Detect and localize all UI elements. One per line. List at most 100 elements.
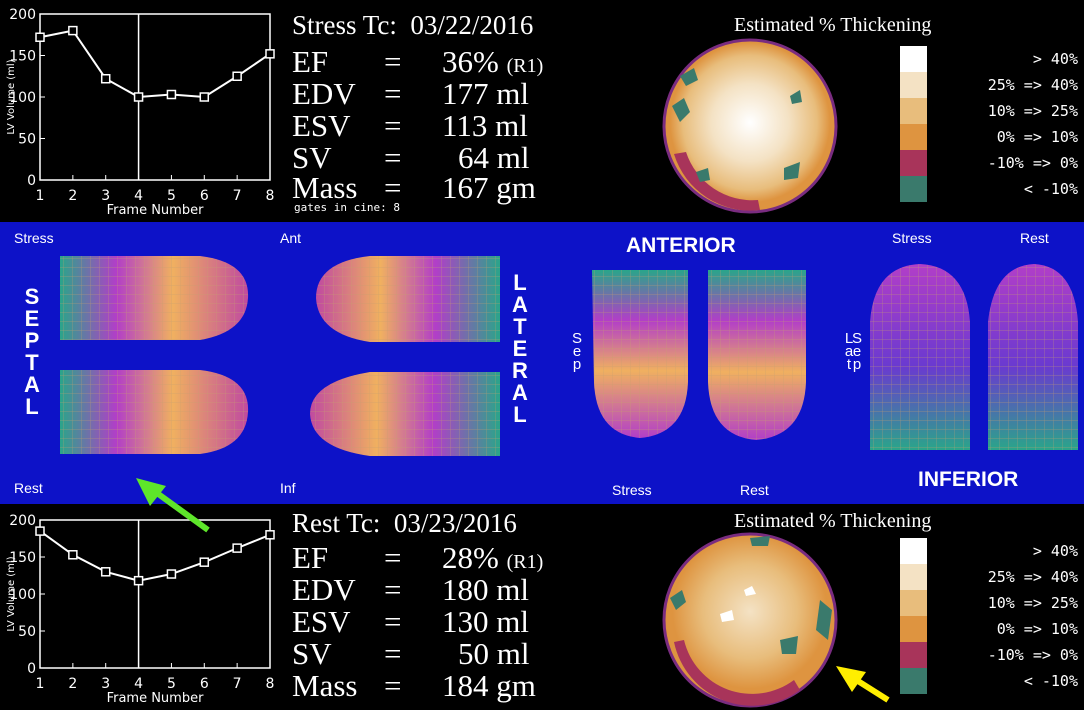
eq-sign: = <box>384 668 402 703</box>
stress-panel: 0 50 100 150 200 1 2 3 4 5 6 7 8 Frame Number LV Volum… <box>0 0 1084 220</box>
stress-edv-value: 177 ml <box>442 76 529 111</box>
legend-swatch <box>900 46 927 72</box>
edv-label: EDV <box>292 572 356 607</box>
y-axis-label: LV Volume (ml) <box>6 59 17 134</box>
legend-label: > 40% <box>1032 542 1078 560</box>
letter: A <box>24 372 40 397</box>
eq-sign: = <box>384 636 402 671</box>
legend-label: > 40% <box>1032 50 1078 68</box>
volume-line <box>39 29 271 99</box>
ef-label: EF <box>292 540 329 575</box>
rest-label: Rest <box>14 480 43 496</box>
volume-point <box>232 71 242 81</box>
esv-label: ESV <box>292 604 351 639</box>
x-tick-label: 2 <box>68 188 77 204</box>
eq-sign: = <box>384 108 402 143</box>
volume-point <box>68 25 78 36</box>
volume-point <box>100 567 111 577</box>
volume-point <box>265 49 275 59</box>
ant-label: Ant <box>280 230 302 246</box>
x-axis-label: Frame Number <box>107 691 205 706</box>
eq-sign: = <box>384 76 402 111</box>
surface-render <box>60 256 1078 456</box>
volume-point <box>199 557 210 567</box>
letter: S <box>571 330 582 347</box>
stress-header: Stress Tc: 03/22/2016 <box>292 10 534 40</box>
y-tick-label: 150 <box>9 49 36 65</box>
letter: L <box>513 402 527 427</box>
volume-point <box>68 550 78 560</box>
letter: E <box>512 336 528 361</box>
volume-point <box>35 526 45 536</box>
x-tick-label: 5 <box>167 188 176 204</box>
rest-polar-map <box>662 532 838 708</box>
stress-label: Stress <box>14 230 54 246</box>
legend-label: < -10% <box>1023 180 1078 198</box>
sv-label: SV <box>292 636 332 671</box>
stress-polar-map <box>662 38 838 214</box>
x-tick-label: 7 <box>233 676 242 692</box>
rest-esv-value: 130 ml <box>442 604 529 639</box>
rest-volume-chart: 0 50 100 150 200 1 2 3 4 5 6 7 8 Frame Number LV Volum… <box>6 513 275 706</box>
y-tick-label: 150 <box>9 550 36 566</box>
stress-ef-value: 36% (R1) <box>442 44 544 79</box>
legend-swatch <box>900 616 927 642</box>
rest-thickening-title: Estimated % Thickening <box>734 510 932 532</box>
letter: t <box>846 356 852 373</box>
stress-esv-value: 113 ml <box>442 108 528 143</box>
volume-point <box>166 569 177 579</box>
x-tick-label: 1 <box>36 188 45 204</box>
x-tick-label: 3 <box>101 188 110 204</box>
legend-swatch <box>900 124 927 150</box>
rest-mass-value: 184 gm <box>442 668 536 703</box>
letter: E <box>24 306 40 331</box>
eq-sign: = <box>384 604 402 639</box>
volume-point <box>133 575 144 586</box>
volume-line <box>39 530 271 582</box>
x-tick-label: 3 <box>101 676 110 692</box>
x-tick-label: 4 <box>134 188 143 204</box>
letter: T <box>25 350 39 375</box>
y-tick-label: 100 <box>9 587 36 603</box>
volume-point <box>166 89 177 100</box>
ef-label: EF <box>292 44 329 79</box>
letter: S <box>24 284 40 309</box>
y-tick-label: 100 <box>9 90 36 106</box>
letter: p <box>572 356 582 373</box>
letter: L <box>25 394 39 419</box>
volume-point <box>265 530 275 540</box>
letter: p <box>852 356 862 373</box>
stress-bottom-label: Stress <box>612 482 652 498</box>
legend-label: 0% => 10% <box>996 620 1078 638</box>
y-tick-label: 50 <box>18 132 36 148</box>
legend-label: 0% => 10% <box>996 128 1078 146</box>
legend-swatch <box>900 538 927 564</box>
rest-bottom-label: Rest <box>740 482 769 498</box>
x-tick-label: 8 <box>266 676 275 692</box>
legend-label: 10% => 25% <box>987 102 1078 120</box>
letter: A <box>512 292 528 317</box>
legend-label: 25% => 40% <box>987 76 1078 94</box>
stress-right-label: Stress <box>892 230 932 246</box>
legend-swatch <box>900 176 927 202</box>
x-tick-label: 2 <box>68 676 77 692</box>
y-tick-label: 0 <box>27 173 36 189</box>
y-tick-label: 200 <box>9 513 36 529</box>
legend-label: -10% => 0% <box>987 646 1078 664</box>
letter: a <box>844 343 854 360</box>
x-tick-label: 4 <box>134 676 143 692</box>
legend-swatch <box>900 150 927 176</box>
inferior-label: INFERIOR <box>918 468 1019 491</box>
letter: S <box>851 330 862 347</box>
letter: T <box>513 314 527 339</box>
rest-panel: 0 50 100 150 200 1 2 3 4 5 6 7 8 Frame Number LV Volum… <box>0 506 1084 708</box>
stress-thickening-title: Estimated % Thickening <box>734 14 932 36</box>
mass-label: Mass <box>292 170 358 205</box>
volume-point <box>133 92 144 102</box>
plot-frame <box>39 13 271 181</box>
legend-swatch <box>900 590 927 616</box>
